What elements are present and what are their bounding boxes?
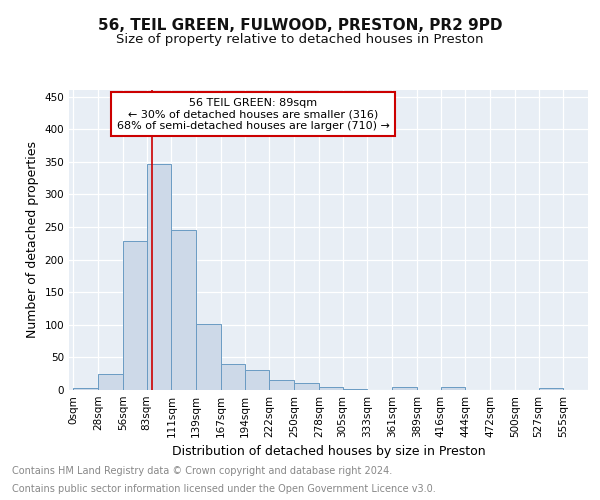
Bar: [440, 388, 466, 390]
Bar: [172, 230, 196, 390]
Text: Contains HM Land Registry data © Crown copyright and database right 2024.: Contains HM Land Registry data © Crown c…: [12, 466, 392, 476]
Bar: [269, 380, 294, 390]
Y-axis label: Number of detached properties: Number of detached properties: [26, 142, 39, 338]
Bar: [146, 164, 172, 390]
X-axis label: Distribution of detached houses by size in Preston: Distribution of detached houses by size …: [172, 446, 485, 458]
Bar: [123, 242, 146, 390]
Bar: [245, 370, 269, 390]
Bar: [539, 388, 563, 390]
Bar: [73, 388, 98, 390]
Bar: [98, 374, 123, 390]
Text: 56, TEIL GREEN, FULWOOD, PRESTON, PR2 9PD: 56, TEIL GREEN, FULWOOD, PRESTON, PR2 9P…: [98, 18, 502, 32]
Bar: [319, 386, 343, 390]
Bar: [221, 364, 245, 390]
Bar: [392, 388, 417, 390]
Bar: [294, 383, 319, 390]
Text: Size of property relative to detached houses in Preston: Size of property relative to detached ho…: [116, 32, 484, 46]
Bar: [196, 324, 221, 390]
Text: Contains public sector information licensed under the Open Government Licence v3: Contains public sector information licen…: [12, 484, 436, 494]
Text: 56 TEIL GREEN: 89sqm
← 30% of detached houses are smaller (316)
68% of semi-deta: 56 TEIL GREEN: 89sqm ← 30% of detached h…: [117, 98, 389, 130]
